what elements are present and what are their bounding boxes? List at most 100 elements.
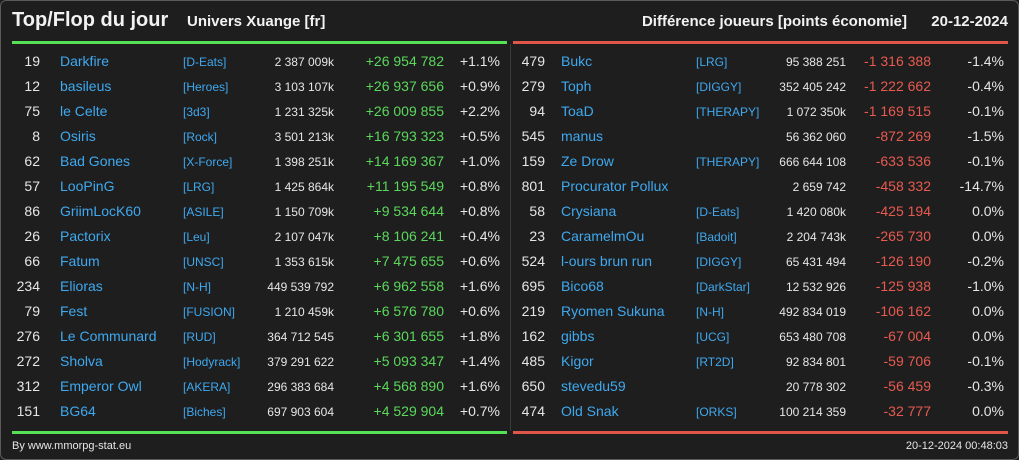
player-name-link[interactable]: Procurator Pollux [561, 178, 669, 194]
player-name-link[interactable]: Darkfire [60, 53, 110, 69]
player-name-link[interactable]: l-ours brun run [561, 253, 653, 269]
player-name-link[interactable]: Bukc [561, 53, 593, 69]
player-name-link[interactable]: Osiris [60, 128, 96, 144]
percent-cell: +0.8% [459, 203, 500, 219]
player-name-link[interactable]: Kigor [561, 353, 594, 369]
difference-cell: +6 576 780 [373, 303, 444, 319]
table-row: 62 Bad Gones [X-Force] 1 398 251k +14 169 36… [12, 148, 507, 173]
player-name-link[interactable]: GriimLocK60 [60, 203, 141, 219]
player-name-link[interactable]: Le Communard [60, 328, 157, 344]
player-name-link[interactable]: BG64 [60, 403, 96, 419]
rank-cell: 79 [24, 303, 40, 319]
alliance-tag-link[interactable]: [UNSC] [183, 255, 224, 269]
top-gainers-list: 19 Darkfire [D-Eats] 2 387 009k +26 954 782 +… [12, 48, 507, 423]
alliance-tag-link[interactable]: [ORKS] [696, 405, 737, 419]
column-divider [510, 44, 511, 431]
alliance-tag-link[interactable]: [D-Eats] [183, 55, 227, 69]
rank-cell: 19 [24, 53, 40, 69]
rank-cell: 279 [521, 78, 545, 94]
points-cell: 95 388 251 [785, 55, 846, 69]
alliance-tag-link[interactable]: [D-Eats] [696, 205, 740, 219]
difference-cell: +16 793 323 [365, 128, 444, 144]
alliance-tag-link[interactable]: [X-Force] [183, 155, 233, 169]
rank-cell: 272 [16, 353, 40, 369]
points-cell: 1 150 709k [274, 205, 334, 219]
rank-cell: 219 [521, 303, 545, 319]
difference-cell: +5 093 347 [373, 353, 444, 369]
percent-cell: +1.6% [459, 378, 500, 394]
alliance-tag-link[interactable]: [3d3] [183, 105, 210, 119]
points-cell: 3 501 213k [274, 130, 334, 144]
player-name-link[interactable]: le Celte [60, 103, 108, 119]
difference-cell: -125 938 [875, 278, 931, 294]
alliance-tag-link[interactable]: [LRG] [183, 180, 215, 194]
points-cell: 379 291 622 [267, 355, 334, 369]
points-cell: 296 383 684 [267, 380, 334, 394]
points-cell: 492 834 019 [779, 305, 846, 319]
player-name-link[interactable]: Crysiana [561, 203, 617, 219]
alliance-tag-link[interactable]: [ASILE] [183, 205, 224, 219]
alliance-tag-link[interactable]: [Heroes] [183, 80, 229, 94]
alliance-tag-link[interactable]: [AKERA] [183, 380, 231, 394]
table-row: 79 Fest [FUSION] 1 210 459k +6 576 780 +0.6% [12, 298, 507, 323]
points-cell: 65 431 494 [785, 255, 846, 269]
difference-cell: -1 316 388 [864, 53, 931, 69]
player-name-link[interactable]: Elioras [60, 278, 103, 294]
player-name-link[interactable]: CaramelmOu [561, 228, 645, 244]
table-row: 66 Fatum [UNSC] 1 353 615k +7 475 655 +0.6% [12, 248, 507, 273]
difference-cell: -67 004 [883, 328, 931, 344]
table-row: 86 GriimLocK60 [ASILE] 1 150 709k +9 534 644… [12, 198, 507, 223]
flop-accent-bar-bottom [513, 431, 1008, 434]
player-name-link[interactable]: ToaD [561, 103, 594, 119]
player-name-link[interactable]: Bico68 [561, 278, 604, 294]
alliance-tag-link[interactable]: [DIGGY] [696, 255, 742, 269]
difference-cell: +26 009 855 [365, 103, 444, 119]
table-row: 8 Osiris [Rock] 3 501 213k +16 793 323 +0.5% [12, 123, 507, 148]
player-name-link[interactable]: stevedu59 [561, 378, 626, 394]
rank-cell: 66 [24, 253, 40, 269]
rank-cell: 26 [24, 228, 40, 244]
difference-cell: +4 568 890 [373, 378, 444, 394]
rank-cell: 12 [24, 78, 40, 94]
alliance-tag-link[interactable]: [RUD] [183, 330, 216, 344]
player-name-link[interactable]: Emperor Owl [60, 378, 142, 394]
difference-cell: -32 777 [883, 403, 931, 419]
percent-cell: -0.1% [967, 353, 1004, 369]
alliance-tag-link[interactable]: [Badoit] [696, 230, 737, 244]
table-row: 279 Toph [DIGGY] 352 405 242 -1 222 662 -0.4% [513, 73, 1008, 98]
alliance-tag-link[interactable]: [DIGGY] [696, 80, 742, 94]
alliance-tag-link[interactable]: [Rock] [183, 130, 218, 144]
table-row: 524 l-ours brun run [DIGGY] 65 431 494 -126 … [513, 248, 1008, 273]
difference-cell: -106 162 [875, 303, 931, 319]
player-name-link[interactable]: LooPinG [60, 178, 115, 194]
alliance-tag-link[interactable]: [THERAPY] [696, 155, 760, 169]
alliance-tag-link[interactable]: [FUSION] [183, 305, 236, 319]
player-name-link[interactable]: Ryomen Sukuna [561, 303, 665, 319]
player-name-link[interactable]: Pactorix [60, 228, 111, 244]
alliance-tag-link[interactable]: [UCG] [696, 330, 730, 344]
player-name-link[interactable]: manus [561, 128, 604, 144]
percent-cell: +1.1% [459, 53, 500, 69]
alliance-tag-link[interactable]: [N-H] [696, 305, 724, 319]
alliance-tag-link[interactable]: [Hodyrack] [183, 355, 241, 369]
alliance-tag-link[interactable]: [DarkStar] [696, 280, 751, 294]
player-name-link[interactable]: Fatum [60, 253, 100, 269]
player-name-link[interactable]: Ze Drow [561, 153, 614, 169]
player-name-link[interactable]: Sholva [60, 353, 103, 369]
alliance-tag-link[interactable]: [Leu] [183, 230, 210, 244]
alliance-tag-link[interactable]: [THERAPY] [696, 105, 760, 119]
alliance-tag-link[interactable]: [N-H] [183, 280, 211, 294]
table-row: 58 Crysiana [D-Eats] 1 420 080k -425 194 0.0% [513, 198, 1008, 223]
alliance-tag-link[interactable]: [LRG] [696, 55, 728, 69]
table-row: 159 Ze Drow [THERAPY] 666 644 108 -633 536 -0… [513, 148, 1008, 173]
player-name-link[interactable]: Toph [561, 78, 592, 94]
player-name-link[interactable]: Fest [60, 303, 88, 319]
player-name-link[interactable]: basileus [60, 78, 112, 94]
player-name-link[interactable]: gibbs [561, 328, 595, 344]
alliance-tag-link[interactable]: [RT2D] [696, 355, 734, 369]
points-cell: 2 107 047k [274, 230, 334, 244]
alliance-tag-link[interactable]: [Biches] [183, 405, 226, 419]
player-name-link[interactable]: Old Snak [561, 403, 619, 419]
metric-label: Différence joueurs [points économie] [641, 13, 907, 30]
player-name-link[interactable]: Bad Gones [60, 153, 131, 169]
